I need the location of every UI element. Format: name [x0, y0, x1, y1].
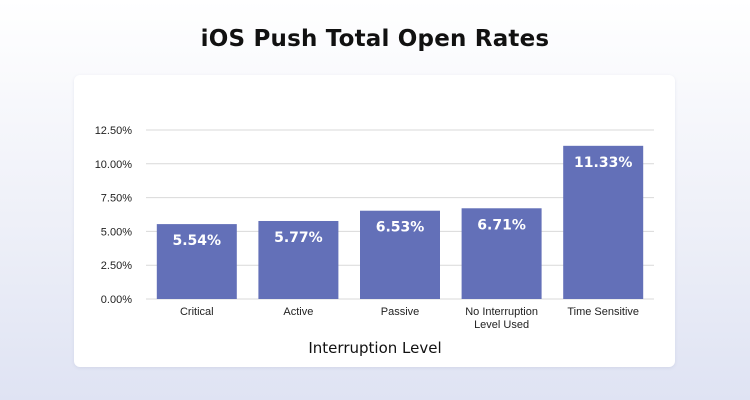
- category-label: No Interruption Level Used: [465, 306, 538, 331]
- y-tick-label: 5.00%: [101, 226, 132, 238]
- bar: [156, 224, 237, 299]
- data-labels: 5.54% 5.77% 6.53% 6.71% 11.33%: [173, 155, 633, 249]
- y-axis-ticks: 0.00% 2.50% 5.00% 7.50% 10.00% 12.50%: [95, 125, 133, 306]
- category-label: Active: [283, 306, 313, 318]
- category-label-line: Passive: [381, 306, 420, 318]
- category-label: Time Sensitive: [567, 306, 639, 318]
- y-tick-label: 12.50%: [95, 125, 133, 137]
- category-label-line: No Interruption: [465, 306, 538, 318]
- bar: [258, 220, 339, 299]
- category-label: Passive: [381, 306, 420, 318]
- x-axis-categories: Critical Active Passive No Interruption Leve…: [180, 306, 639, 331]
- bar: [563, 145, 644, 299]
- y-tick-label: 7.50%: [101, 193, 132, 205]
- category-label-line: Active: [283, 306, 313, 318]
- x-axis-title: Interruption Level: [308, 339, 441, 357]
- chart-title: iOS Push Total Open Rates: [200, 26, 550, 52]
- data-label: 6.53%: [376, 220, 425, 236]
- y-tick-label: 0.00%: [101, 294, 132, 306]
- bar: [360, 210, 440, 299]
- category-label-line: Critical: [180, 306, 214, 318]
- y-tick-label: 2.50%: [101, 260, 132, 272]
- y-tick-label: 10.00%: [95, 159, 133, 171]
- category-label: Critical: [180, 306, 214, 318]
- data-label: 11.33%: [574, 155, 632, 171]
- data-label: 6.71%: [477, 217, 526, 233]
- data-label: 5.54%: [173, 233, 222, 249]
- bars: [156, 145, 644, 299]
- bar: [461, 208, 542, 299]
- data-label: 5.77%: [274, 230, 323, 246]
- category-label-line: Level Used: [474, 319, 529, 331]
- category-label-line: Time Sensitive: [567, 306, 639, 318]
